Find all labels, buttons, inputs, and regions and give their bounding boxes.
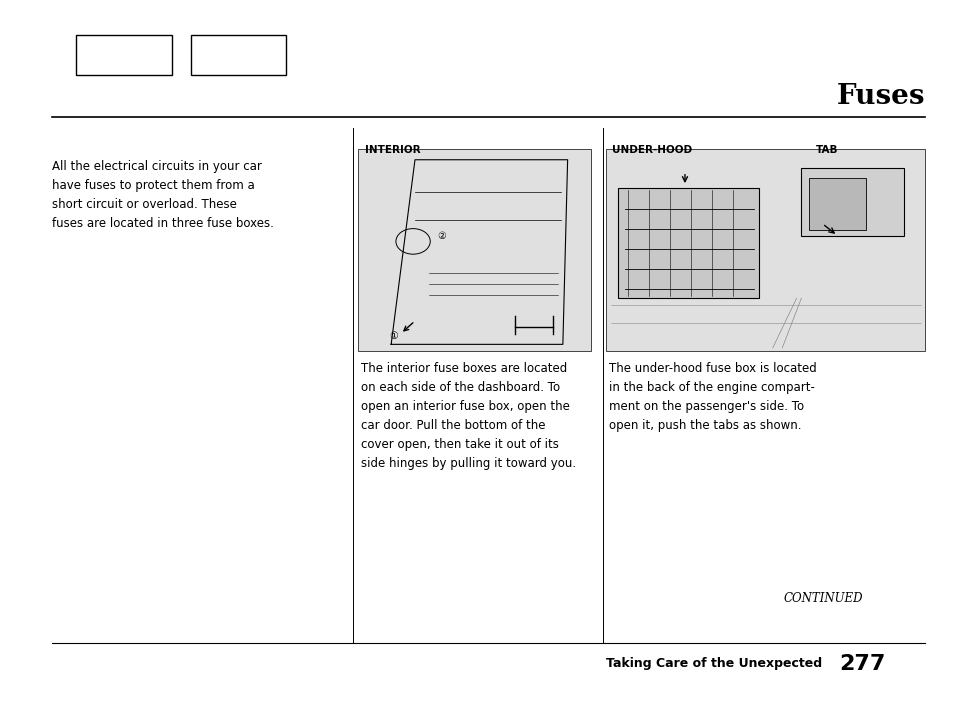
Bar xyxy=(808,178,865,230)
Bar xyxy=(618,188,759,298)
Bar xyxy=(605,149,924,351)
Text: 277: 277 xyxy=(839,654,885,674)
Bar xyxy=(801,168,903,236)
Text: ②: ② xyxy=(436,231,446,241)
Text: Fuses: Fuses xyxy=(836,83,924,110)
Text: ①: ① xyxy=(389,331,398,341)
Text: All the electrical circuits in your car
have fuses to protect them from a
short : All the electrical circuits in your car … xyxy=(52,160,274,230)
Text: The interior fuse boxes are located
on each side of the dashboard. To
open an in: The interior fuse boxes are located on e… xyxy=(360,362,575,470)
Text: CONTINUED: CONTINUED xyxy=(783,592,862,605)
Bar xyxy=(76,36,172,75)
Text: Taking Care of the Unexpected: Taking Care of the Unexpected xyxy=(605,657,821,670)
Text: INTERIOR: INTERIOR xyxy=(365,145,420,155)
Bar xyxy=(357,149,591,351)
Text: UNDER-HOOD: UNDER-HOOD xyxy=(612,145,692,155)
Bar xyxy=(191,36,286,75)
Text: The under-hood fuse box is located
in the back of the engine compart-
ment on th: The under-hood fuse box is located in th… xyxy=(608,362,816,432)
Text: TAB: TAB xyxy=(815,145,838,155)
